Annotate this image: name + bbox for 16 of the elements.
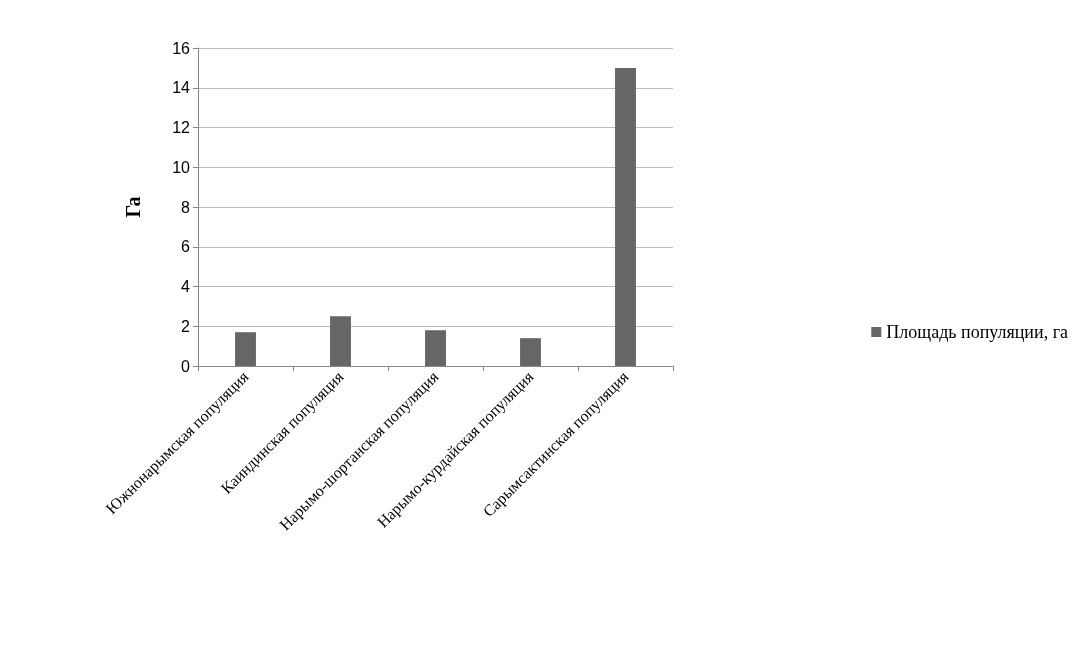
y-tick-label: 6 xyxy=(181,238,191,256)
y-tick-label: 4 xyxy=(181,278,191,295)
y-tick-label: 16 xyxy=(172,39,191,57)
y-tick-label: 10 xyxy=(172,158,191,176)
bar xyxy=(520,338,541,366)
bar xyxy=(235,332,256,366)
y-tick-label: 0 xyxy=(181,357,191,375)
bar xyxy=(425,330,446,366)
y-tick-label: 2 xyxy=(181,317,191,335)
y-tick-label: 14 xyxy=(172,79,191,97)
y-axis-title: Га xyxy=(122,196,144,218)
y-tick-label: 8 xyxy=(181,198,191,216)
bar xyxy=(615,67,636,366)
bar xyxy=(330,316,351,366)
legend-label: Площадь популяции, га xyxy=(886,322,1069,342)
y-tick-label: 12 xyxy=(172,119,191,136)
